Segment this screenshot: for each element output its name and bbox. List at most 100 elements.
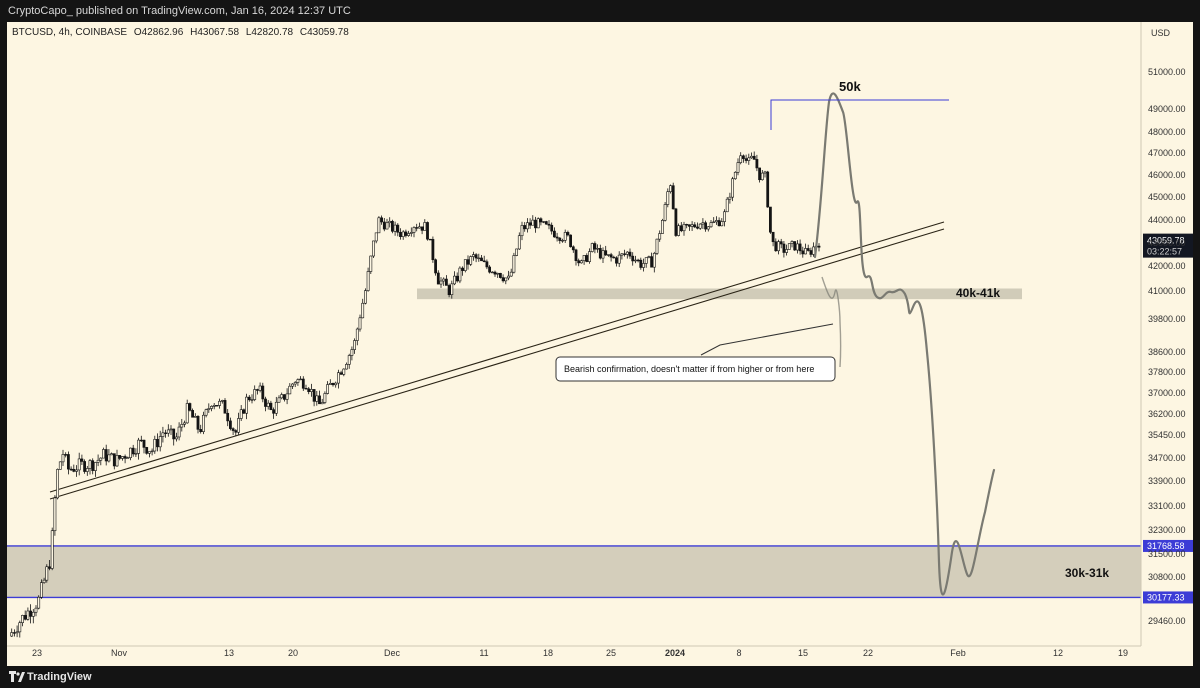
candle-body bbox=[269, 402, 273, 410]
candle-body bbox=[647, 256, 651, 258]
candle-body bbox=[685, 224, 689, 226]
candle-body bbox=[148, 451, 151, 454]
chart-frame[interactable]: 50k 40k-41k 30k-31k Bearish confirmation, d… bbox=[7, 22, 1193, 666]
note-text: Bearish confirmation, doesn't matter if … bbox=[564, 364, 814, 374]
price-tick-label: 41000.00 bbox=[1148, 286, 1186, 296]
candle-body bbox=[158, 436, 162, 448]
candle-body bbox=[590, 243, 594, 252]
candle-body bbox=[574, 249, 578, 261]
candle-body bbox=[390, 220, 394, 232]
symbol-line: BTCUSD, 4h, COINBASE bbox=[12, 27, 127, 38]
candle-body bbox=[126, 457, 130, 459]
candle-body bbox=[215, 405, 219, 407]
candle-body bbox=[658, 233, 662, 240]
candle-body bbox=[466, 259, 470, 265]
candle-body bbox=[442, 278, 446, 282]
candle-body bbox=[450, 283, 454, 295]
candle-body bbox=[112, 453, 116, 467]
level-price-tag bbox=[1143, 591, 1193, 604]
candle-body bbox=[485, 261, 489, 268]
candle-body bbox=[493, 271, 497, 275]
candle-body bbox=[218, 400, 222, 406]
projection-path-main bbox=[813, 92, 996, 596]
ohlc-open: O42862.96 bbox=[134, 27, 184, 38]
candle-body bbox=[207, 408, 211, 410]
candle-body bbox=[339, 372, 343, 375]
candle-body bbox=[652, 253, 656, 268]
candle-body bbox=[188, 403, 192, 411]
candle-body bbox=[331, 383, 335, 386]
candle-body bbox=[628, 251, 632, 257]
price-tick-label: 44000.00 bbox=[1148, 215, 1186, 225]
candle-body bbox=[307, 388, 311, 392]
candle-body bbox=[698, 223, 702, 229]
candle-body bbox=[56, 469, 60, 499]
candle-body bbox=[774, 241, 778, 252]
candle-body bbox=[447, 285, 451, 295]
candle-body bbox=[183, 422, 186, 425]
price-tick-label: 30800.00 bbox=[1148, 572, 1186, 582]
candle-body bbox=[396, 224, 400, 233]
footer-bar: TradingView bbox=[0, 666, 1200, 688]
candle-body bbox=[806, 248, 810, 251]
candle-body bbox=[412, 227, 416, 233]
level-price-label: 30177.33 bbox=[1147, 592, 1185, 602]
candle-body bbox=[99, 457, 103, 461]
price-tick-label: 51000.00 bbox=[1148, 67, 1186, 77]
candle-body bbox=[752, 155, 756, 160]
candle-body bbox=[199, 429, 203, 432]
candle-body bbox=[633, 259, 637, 262]
price-tick-label: 38600.00 bbox=[1148, 347, 1186, 357]
candle-body bbox=[21, 615, 24, 623]
candle-body bbox=[631, 255, 635, 262]
candle-body bbox=[177, 426, 181, 438]
currency-label: USD bbox=[1151, 28, 1171, 38]
candle-body bbox=[274, 401, 278, 414]
candle-body bbox=[407, 233, 411, 236]
candle-body bbox=[266, 402, 270, 407]
candle-body bbox=[242, 409, 246, 414]
candle-body bbox=[558, 237, 562, 241]
candle-body bbox=[795, 243, 799, 251]
candle-body bbox=[431, 239, 435, 261]
candle-body bbox=[733, 171, 737, 180]
candle-body bbox=[358, 317, 362, 330]
candle-body bbox=[736, 162, 740, 173]
candle-body bbox=[420, 226, 424, 231]
candle-body bbox=[204, 409, 208, 416]
candle-body bbox=[372, 240, 375, 257]
candle-body bbox=[671, 185, 675, 210]
candle-body bbox=[644, 257, 648, 264]
candle-body bbox=[623, 253, 627, 255]
time-tick-label: 18 bbox=[543, 648, 553, 658]
candle-body bbox=[385, 222, 389, 230]
price-tick-label: 33900.00 bbox=[1148, 476, 1186, 486]
candle-body bbox=[45, 566, 49, 581]
publisher-line: CryptoCapo_ published on TradingView.com… bbox=[8, 5, 351, 17]
candle-body bbox=[31, 611, 35, 617]
candle-body bbox=[760, 172, 764, 181]
candle-body bbox=[142, 439, 146, 448]
candle-body bbox=[104, 449, 108, 462]
candle-body bbox=[239, 409, 243, 419]
candle-body bbox=[439, 280, 443, 285]
candle-body bbox=[471, 254, 475, 257]
candle-body bbox=[69, 468, 73, 471]
candle-body bbox=[455, 275, 459, 282]
candle-body bbox=[566, 232, 570, 236]
label-30k-31k: 30k-31k bbox=[1065, 566, 1109, 580]
candle-body bbox=[123, 456, 127, 459]
candle-body bbox=[747, 157, 751, 161]
candle-body bbox=[415, 227, 419, 229]
candle-body bbox=[323, 393, 327, 403]
candle-body bbox=[66, 454, 70, 470]
candle-body bbox=[490, 271, 494, 274]
candle-body bbox=[790, 241, 794, 244]
candle-body bbox=[469, 256, 473, 265]
price-chart[interactable]: 50k 40k-41k 30k-31k Bearish confirmation, d… bbox=[7, 22, 1193, 666]
candle-body bbox=[642, 263, 645, 268]
price-tick-label: 47000.00 bbox=[1148, 148, 1186, 158]
label-40k-41k: 40k-41k bbox=[956, 286, 1000, 300]
candle-body bbox=[639, 259, 643, 268]
candle-body bbox=[169, 428, 173, 431]
